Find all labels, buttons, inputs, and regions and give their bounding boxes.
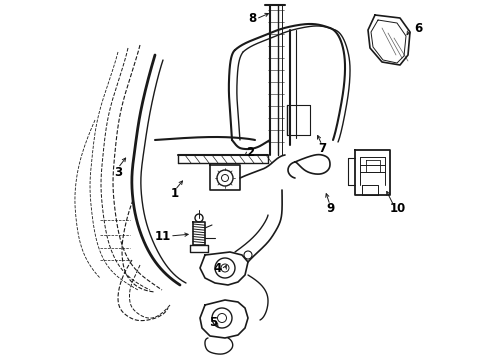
Text: 1: 1 (171, 186, 179, 199)
Text: 6: 6 (414, 22, 422, 35)
Text: 9: 9 (326, 202, 334, 215)
Text: 8: 8 (248, 12, 256, 24)
Text: 7: 7 (318, 141, 326, 154)
Text: 11: 11 (155, 230, 171, 243)
Text: 10: 10 (390, 202, 406, 215)
Text: 3: 3 (114, 166, 122, 179)
Text: 4: 4 (214, 261, 222, 275)
Text: 2: 2 (246, 145, 254, 158)
Text: 5: 5 (209, 315, 217, 328)
